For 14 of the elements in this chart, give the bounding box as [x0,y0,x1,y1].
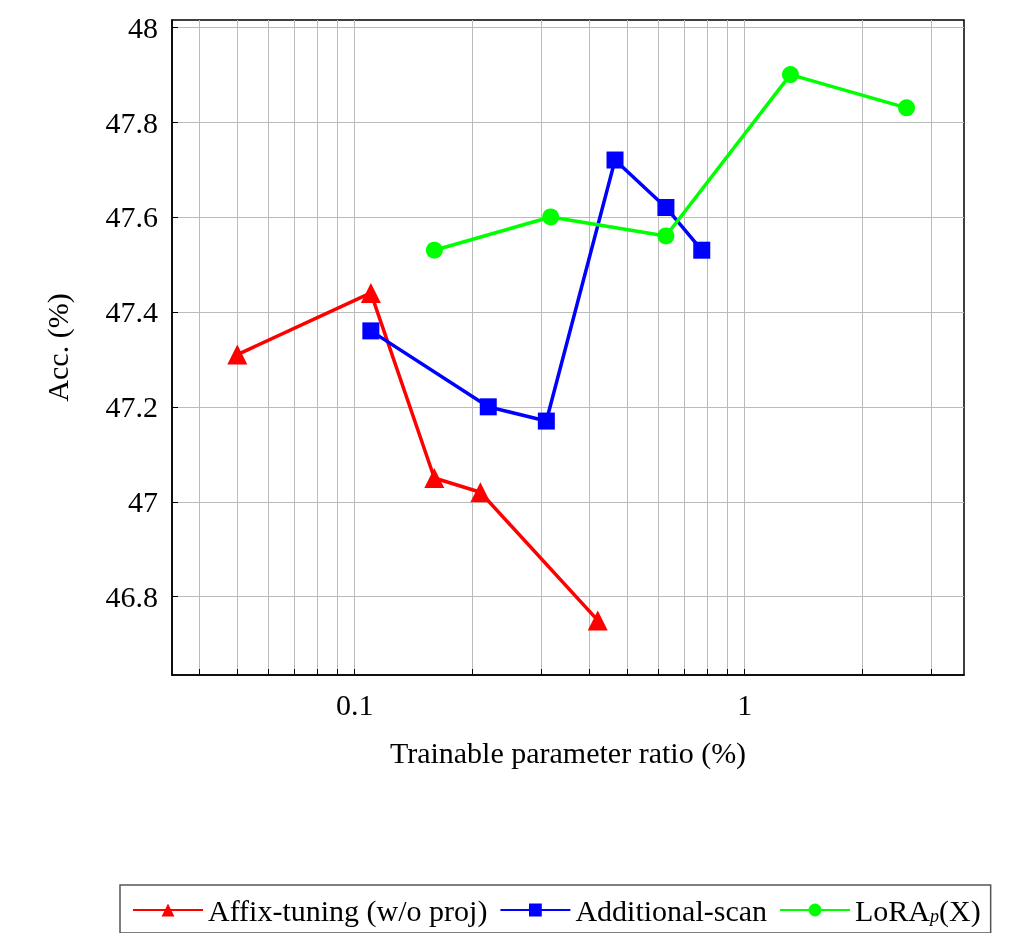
y-axis-title: Acc. (%) [40,293,75,402]
y-tick-label: 47.2 [105,390,158,424]
y-tick-label: 47.6 [105,200,158,234]
y-tick-label: 47.8 [105,105,158,139]
y-tick-label: 46.8 [105,580,158,614]
legend-label: LoRAp(X) [855,893,981,928]
x-tick-label: 1 [737,687,753,721]
x-tick-label: 0.1 [335,687,374,721]
legend-label: Affix-tuning (w/o proj) [208,893,488,928]
x-axis-title: Trainable parameter ratio (%) [389,735,747,770]
y-tick-label: 47.4 [105,295,158,329]
y-tick-label: 48 [128,10,158,44]
y-tick-label: 47 [128,485,158,519]
legend-label: Additional-scan [575,893,768,927]
